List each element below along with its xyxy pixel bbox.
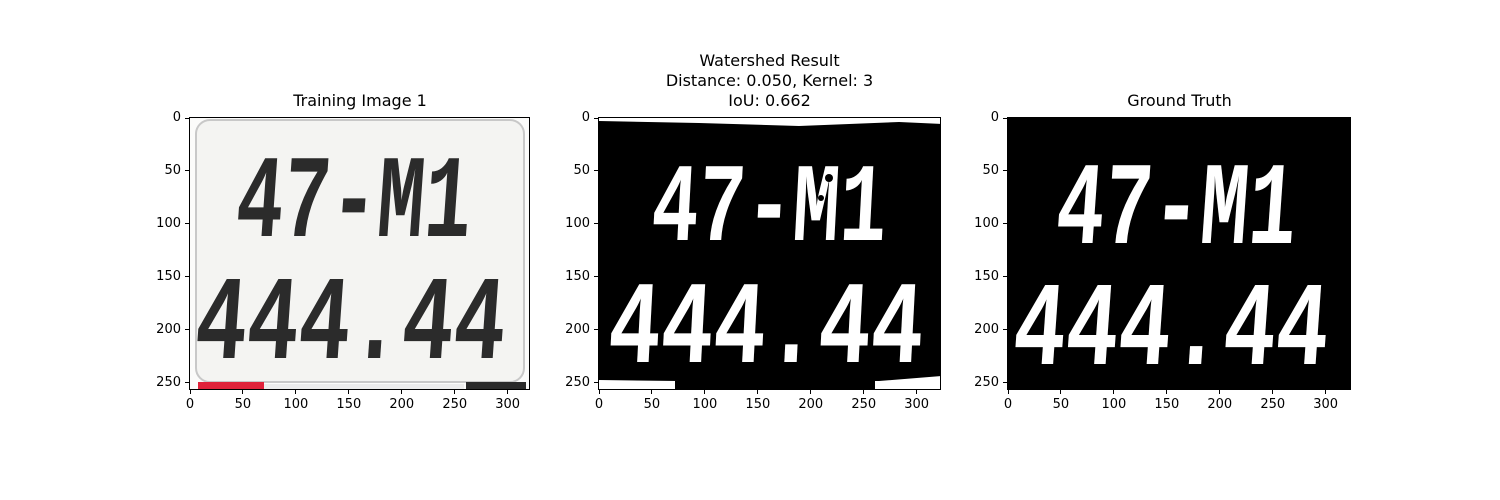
y-tick-label: 0: [581, 110, 590, 125]
x-tick: [454, 390, 456, 394]
y-tick: [1003, 276, 1007, 278]
red-strip: [198, 382, 264, 389]
x-tick-label: 0: [185, 397, 195, 412]
x-tick: [916, 390, 918, 394]
y-tick: [594, 382, 598, 384]
x-tick-label: 150: [336, 397, 362, 412]
plate-line-1: 47-M1: [232, 139, 476, 272]
y-tick-label: 200: [156, 321, 181, 337]
y-tick: [185, 117, 189, 119]
x-tick: [348, 390, 350, 394]
x-tick-label: 0: [1003, 397, 1013, 412]
license-plate-photo: 47-M1 444.44: [191, 119, 526, 390]
y-tick: [1003, 382, 1007, 384]
y-tick-label: 250: [156, 374, 181, 390]
y-tick-label: 0: [172, 110, 181, 125]
y-tick-label: 250: [565, 374, 590, 390]
x-tick: [1219, 390, 1221, 394]
y-tick-label: 50: [982, 162, 999, 178]
x-tick-label: 250: [442, 397, 468, 412]
ground-truth-mask: 47-M1 444.44: [1007, 117, 1351, 390]
x-tick: [1060, 390, 1062, 394]
watershed-mask: 47-M1 444.44: [598, 117, 941, 390]
x-tick: [810, 390, 812, 394]
x-tick: [1007, 390, 1009, 394]
y-tick: [594, 223, 598, 225]
x-tick: [1272, 390, 1274, 394]
x-tick-label: 100: [1101, 397, 1127, 412]
y-tick-label: 150: [565, 268, 590, 284]
training-image: 47-M1 444.44: [189, 117, 530, 390]
y-tick-label: 100: [156, 215, 181, 231]
x-tick: [507, 390, 509, 394]
mask-line-2: 444.44: [605, 265, 927, 390]
y-tick-label: 200: [565, 321, 590, 337]
y-tick: [1003, 223, 1007, 225]
y-tick-label: 200: [974, 321, 999, 337]
x-tick-label: 200: [798, 397, 824, 412]
panel-title: Watershed Result Distance: 0.050, Kernel…: [665, 51, 874, 110]
y-tick: [185, 276, 189, 278]
x-tick-label: 0: [594, 397, 604, 412]
y-tick-label: 50: [164, 162, 181, 178]
panel-title: Training Image 1: [293, 91, 427, 110]
x-tick-label: 50: [643, 397, 661, 412]
x-tick: [598, 390, 600, 394]
y-tick: [594, 329, 598, 331]
x-tick-label: 300: [495, 397, 521, 412]
x-tick-label: 100: [692, 397, 718, 412]
x-tick: [295, 390, 297, 394]
x-tick: [1325, 390, 1327, 394]
y-tick: [1003, 117, 1007, 119]
y-tick-label: 50: [573, 162, 590, 178]
x-tick-label: 50: [1052, 397, 1070, 412]
y-tick: [594, 117, 598, 119]
x-tick-label: 250: [851, 397, 877, 412]
y-tick-label: 150: [974, 268, 999, 284]
x-tick-label: 150: [1154, 397, 1180, 412]
mask-line-1: 47-M1: [648, 147, 890, 274]
y-tick-label: 250: [974, 374, 999, 390]
plate-line-2: 444.44: [191, 259, 510, 390]
y-tick: [185, 223, 189, 225]
gt-line-2: 444.44: [1009, 265, 1333, 390]
x-tick-label: 300: [904, 397, 930, 412]
x-tick: [651, 390, 653, 394]
y-tick: [185, 329, 189, 331]
x-tick: [863, 390, 865, 394]
y-tick: [185, 382, 189, 384]
y-tick: [594, 170, 598, 172]
x-tick: [757, 390, 759, 394]
y-tick-label: 0: [990, 110, 999, 125]
y-tick: [1003, 170, 1007, 172]
x-tick: [704, 390, 706, 394]
y-tick-label: 150: [156, 268, 181, 284]
x-tick-label: 50: [234, 397, 252, 412]
y-tick: [185, 170, 189, 172]
y-tick-label: 100: [565, 215, 590, 231]
x-tick-label: 250: [1260, 397, 1286, 412]
gt-line-1: 47-M1: [1052, 146, 1301, 279]
x-tick-label: 300: [1313, 397, 1339, 412]
x-tick: [189, 390, 191, 394]
x-tick: [1113, 390, 1115, 394]
x-tick: [242, 390, 244, 394]
y-tick: [1003, 329, 1007, 331]
x-tick: [1166, 390, 1168, 394]
x-tick-label: 100: [283, 397, 309, 412]
y-tick: [594, 276, 598, 278]
x-tick-label: 200: [1207, 397, 1233, 412]
segmentation-mask: 47-M1 444.44: [599, 118, 940, 390]
x-tick-label: 150: [745, 397, 771, 412]
ground-truth-shapes: 47-M1 444.44: [1009, 146, 1333, 390]
y-tick-label: 100: [974, 215, 999, 231]
panel-title: Ground Truth: [1127, 91, 1232, 110]
x-tick: [401, 390, 403, 394]
x-tick-label: 200: [389, 397, 415, 412]
